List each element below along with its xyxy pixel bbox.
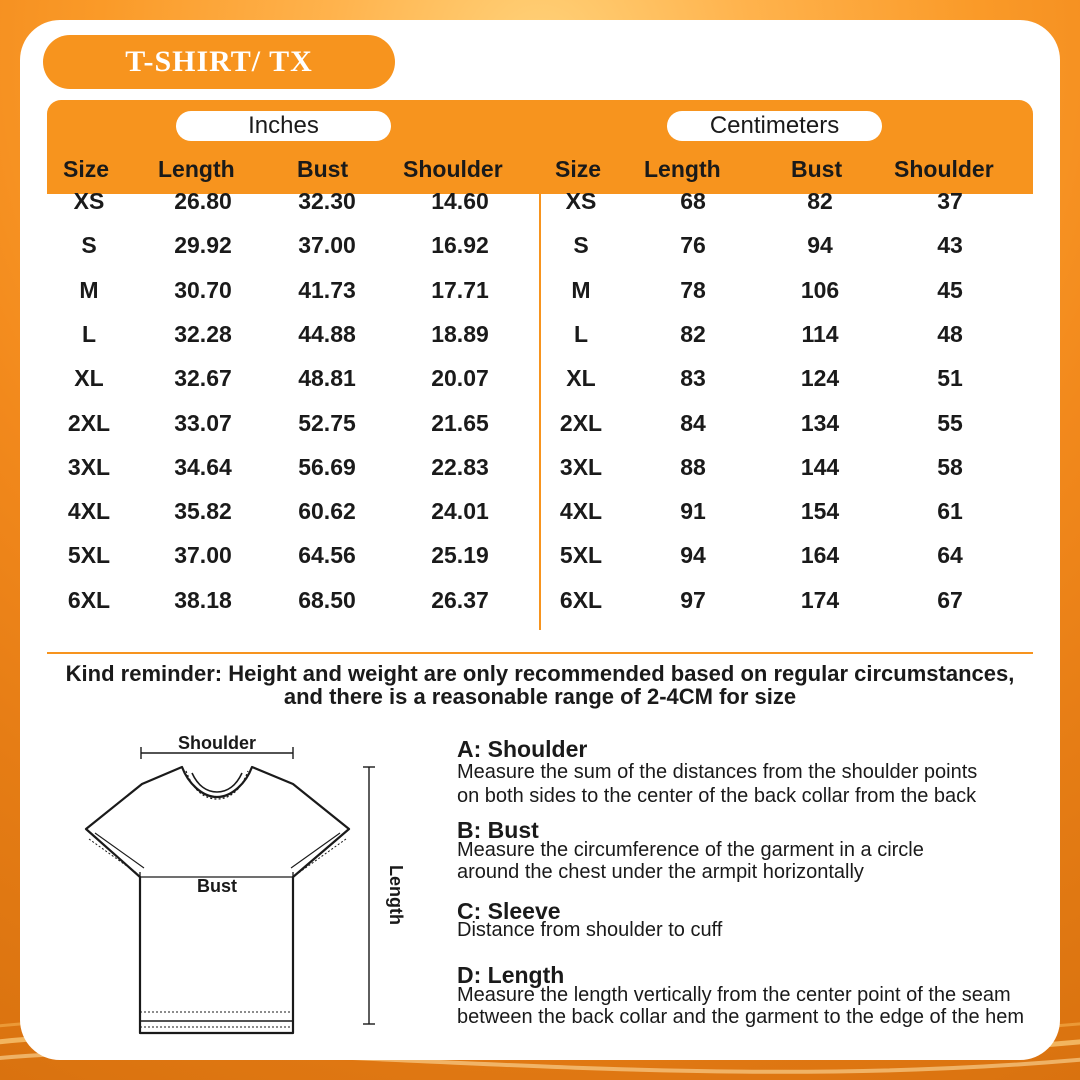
svg-text:Bust: Bust <box>197 876 237 896</box>
svg-text:Length: Length <box>386 865 406 925</box>
svg-text:Shoulder: Shoulder <box>178 735 256 753</box>
